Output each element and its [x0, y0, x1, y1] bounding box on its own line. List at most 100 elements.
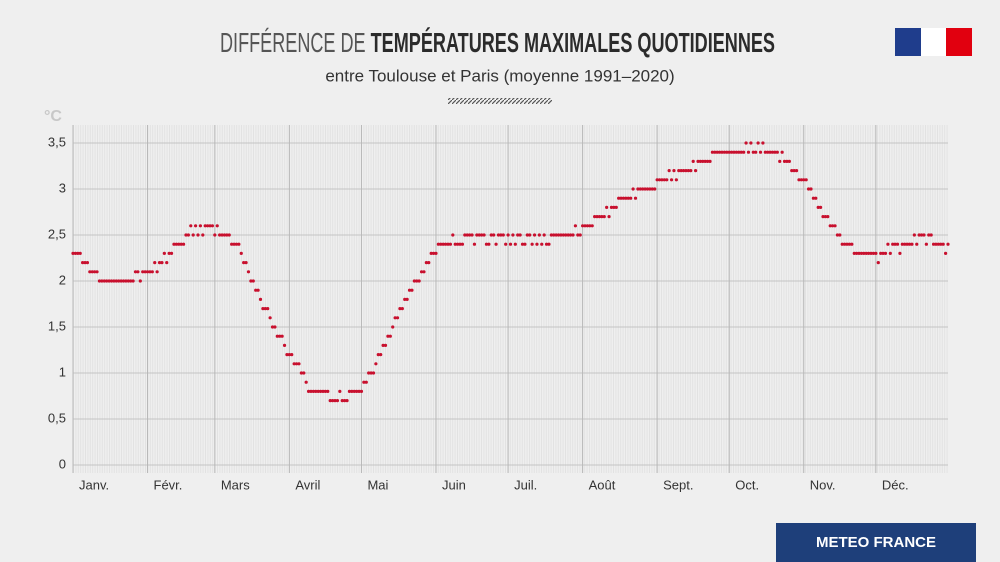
data-point	[742, 150, 746, 154]
data-point	[124, 279, 128, 283]
data-point	[761, 141, 765, 145]
data-point	[145, 270, 150, 274]
data-point	[222, 233, 227, 237]
data-point	[792, 169, 796, 173]
data-point	[114, 279, 118, 283]
data-point	[552, 233, 556, 237]
footer-box	[776, 523, 976, 562]
data-point	[492, 233, 496, 237]
data-point	[835, 233, 840, 237]
data-point	[590, 224, 594, 228]
data-point	[898, 251, 902, 255]
data-point	[766, 150, 770, 154]
data-point	[431, 251, 436, 255]
data-point	[357, 389, 361, 393]
data-point	[797, 178, 801, 182]
data-point	[439, 242, 443, 246]
data-point	[256, 288, 260, 292]
data-point	[304, 380, 308, 384]
data-point	[581, 224, 585, 228]
data-point	[350, 389, 354, 393]
data-point	[213, 233, 217, 237]
data-point	[290, 353, 294, 357]
data-point	[939, 242, 943, 246]
data-point	[831, 224, 835, 228]
data-point	[374, 362, 378, 366]
data-point	[172, 242, 176, 246]
data-point	[641, 187, 645, 191]
data-point	[669, 178, 674, 182]
data-point	[251, 279, 255, 283]
footer-brand: METEO FRANCE	[816, 534, 936, 551]
data-point	[169, 251, 174, 255]
data-point	[306, 389, 311, 393]
data-point	[763, 150, 767, 154]
data-point	[487, 242, 491, 246]
data-point	[862, 251, 866, 255]
data-point	[506, 233, 510, 237]
data-point	[917, 233, 921, 237]
data-point	[943, 251, 948, 255]
data-point	[768, 150, 772, 154]
data-point	[266, 307, 270, 311]
data-point	[177, 242, 181, 246]
data-point	[727, 150, 731, 154]
data-point	[540, 242, 544, 246]
data-point	[131, 279, 135, 283]
data-point	[193, 224, 198, 228]
data-point	[530, 242, 534, 246]
data-point	[165, 261, 169, 265]
data-point	[407, 288, 412, 292]
data-point	[244, 261, 248, 265]
data-point	[905, 242, 909, 246]
data-point	[883, 251, 888, 255]
data-point	[393, 316, 397, 320]
data-point	[746, 150, 751, 154]
data-point	[383, 343, 388, 347]
data-point	[946, 242, 950, 246]
data-point	[879, 251, 883, 255]
data-point	[184, 233, 188, 237]
data-point	[395, 316, 400, 320]
data-point	[686, 169, 690, 173]
data-point	[314, 389, 318, 393]
data-point	[655, 178, 659, 182]
data-point	[532, 233, 537, 237]
data-point	[645, 187, 650, 191]
data-point	[472, 242, 477, 246]
data-point	[871, 251, 876, 255]
data-point	[105, 279, 109, 283]
data-point	[568, 233, 573, 237]
data-point	[331, 399, 335, 403]
data-point	[535, 242, 539, 246]
data-point	[612, 205, 616, 209]
data-point	[770, 150, 775, 154]
subtitle: entre Toulouse et Paris (moyenne 1991–20…	[325, 66, 674, 85]
data-point	[504, 242, 508, 246]
data-point	[607, 215, 611, 219]
data-point	[484, 242, 489, 246]
data-point	[852, 251, 856, 255]
data-point	[845, 242, 849, 246]
data-point	[785, 159, 789, 163]
data-point	[470, 233, 474, 237]
data-point	[196, 233, 200, 237]
data-point	[499, 233, 503, 237]
data-point	[81, 261, 85, 265]
data-point	[758, 150, 763, 154]
data-point	[677, 169, 681, 173]
data-point	[648, 187, 652, 191]
data-point	[672, 169, 676, 173]
data-point	[821, 215, 825, 219]
data-point	[703, 159, 707, 163]
data-point	[833, 224, 837, 228]
data-point	[186, 233, 190, 237]
data-point	[489, 233, 493, 237]
data-point	[619, 196, 623, 200]
data-point	[823, 215, 828, 219]
data-point	[347, 389, 352, 393]
data-point	[297, 362, 301, 366]
data-point	[595, 215, 599, 219]
data-point	[907, 242, 912, 246]
data-point	[775, 150, 779, 154]
